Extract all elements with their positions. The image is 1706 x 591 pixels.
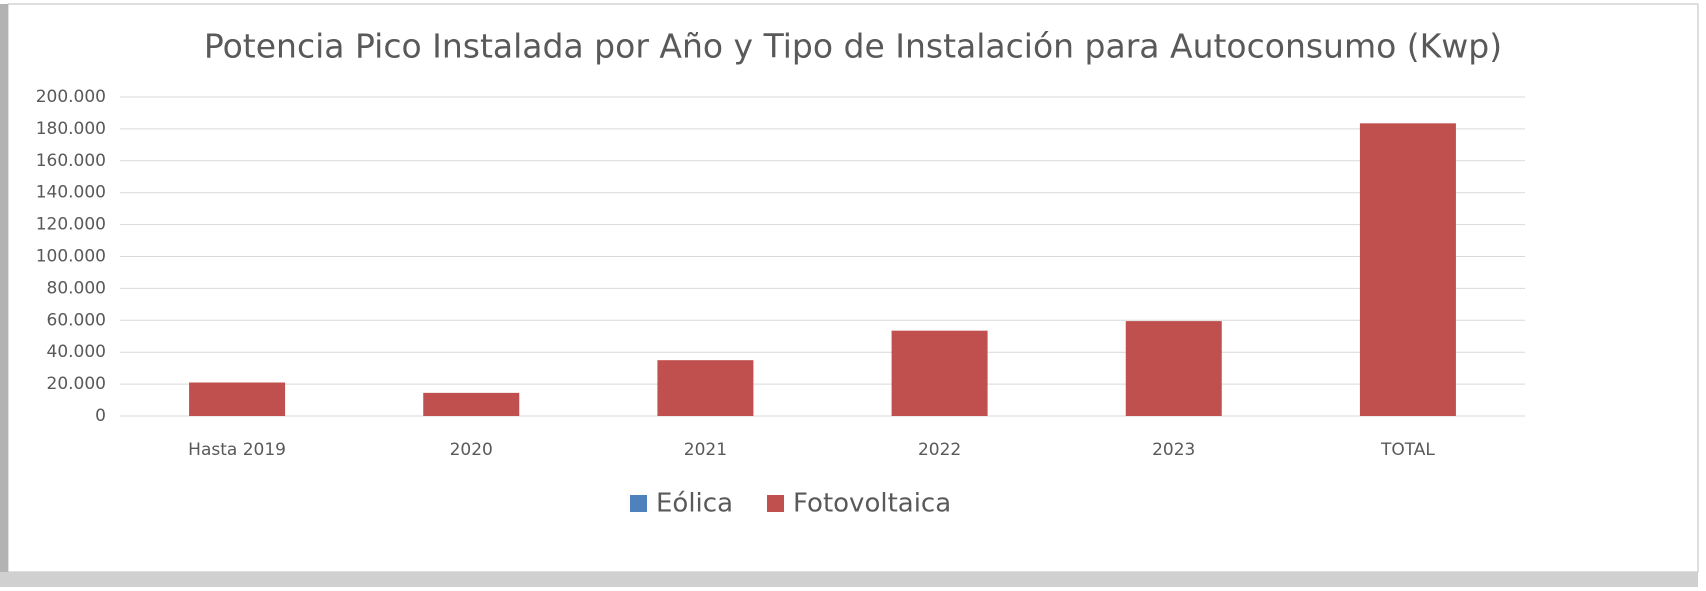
bar [891, 330, 988, 416]
legend-swatch [767, 495, 785, 512]
bar [189, 382, 286, 416]
y-tick-label: 20.000 [47, 374, 106, 394]
y-tick-label: 100.000 [36, 247, 106, 267]
y-tick-label: 140.000 [36, 183, 106, 203]
legend-label: Fotovoltaica [793, 489, 951, 519]
bar [1125, 321, 1222, 416]
y-tick-label: 40.000 [47, 342, 106, 362]
y-tick-label: 120.000 [36, 215, 106, 235]
y-tick-label: 0 [95, 406, 106, 426]
legend-label: Eólica [656, 489, 733, 519]
bar [1359, 123, 1456, 416]
y-tick-label: 180.000 [36, 119, 106, 139]
x-tick-label: Hasta 2019 [188, 440, 286, 460]
bar [657, 360, 754, 416]
frame-shadow [0, 4, 8, 587]
y-tick-label: 160.000 [36, 151, 106, 171]
x-tick-label: TOTAL [1380, 440, 1435, 460]
y-tick-label: 80.000 [47, 278, 106, 298]
x-tick-label: 2020 [450, 440, 493, 460]
y-tick-label: 200.000 [36, 87, 106, 107]
bar [423, 392, 520, 416]
x-tick-label: 2021 [684, 440, 727, 460]
chart-title: Potencia Pico Instalada por Año y Tipo d… [204, 27, 1502, 66]
x-tick-label: 2022 [918, 440, 961, 460]
y-tick-label: 60.000 [47, 310, 106, 330]
legend-swatch [630, 495, 647, 512]
frame-shadow [0, 572, 1698, 587]
x-tick-label: 2023 [1152, 440, 1195, 460]
